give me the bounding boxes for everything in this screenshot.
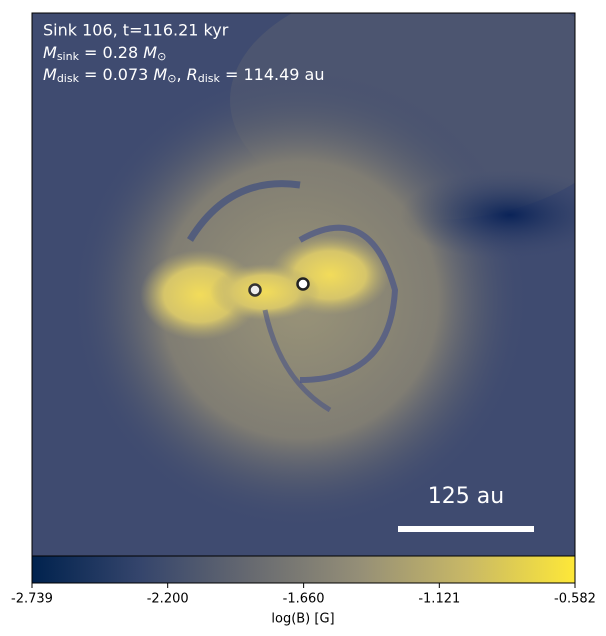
symbol: M — [43, 65, 57, 84]
annotation-line: Msink = 0.28 M⊙ — [43, 43, 166, 64]
unit-subscript: ⊙ — [157, 50, 166, 63]
unit: M — [153, 65, 167, 84]
symbol: M — [43, 43, 57, 62]
colorbar-tick-label: -1.660 — [283, 592, 325, 607]
colorbar-tick-label: -2.739 — [11, 592, 53, 607]
annotation-line: Mdisk = 0.073 M⊙, Rdisk = 114.49 au — [43, 65, 324, 86]
colorbar-tick-label: -2.200 — [147, 592, 189, 607]
subscript: disk — [198, 72, 221, 85]
scale-bar-label: 125 au — [428, 484, 504, 509]
subscript: disk — [57, 72, 80, 85]
colorbar-tick-label: -1.121 — [418, 592, 460, 607]
colorbar-label: log(B) [G] — [271, 612, 334, 627]
unit-subscript: ⊙ — [167, 72, 176, 85]
text: , — [176, 65, 186, 84]
colorbar — [31, 555, 576, 584]
unit: M — [143, 43, 157, 62]
annotation-line: Sink 106, t=116.21 kyr — [43, 21, 229, 40]
symbol: R — [187, 65, 198, 84]
colorbar-ticks: -2.739 -2.200 -1.660 -1.121 -0.582 — [11, 583, 596, 607]
text: = 0.073 — [79, 65, 153, 84]
field-image — [32, 13, 575, 556]
subscript: sink — [57, 50, 80, 63]
text: = 114.49 au — [220, 65, 325, 84]
text: = 0.28 — [79, 43, 143, 62]
colorbar-tick-label: -0.582 — [554, 592, 596, 607]
